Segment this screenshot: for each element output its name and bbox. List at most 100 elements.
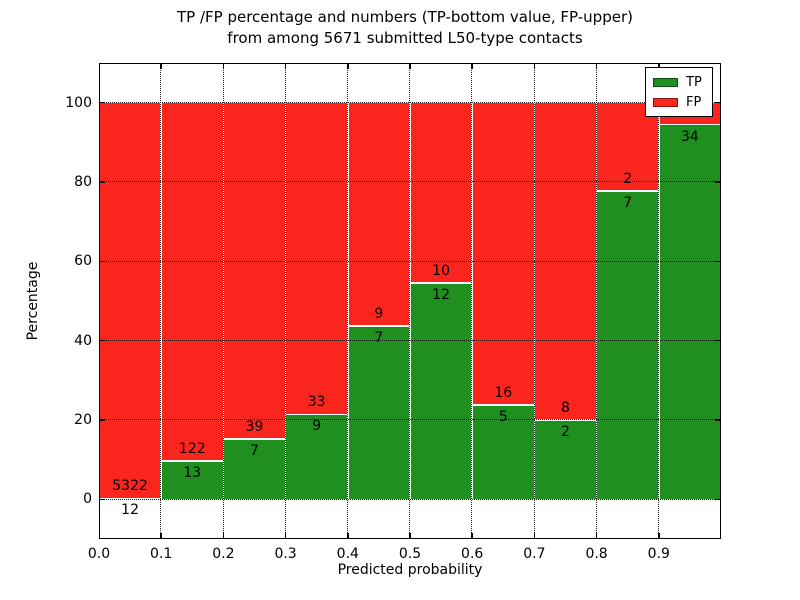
tp-count-label: 7 [623,194,633,211]
x-tick-label: 0.4 [336,546,359,562]
y-tick-right [715,260,721,263]
fp-count-label: 2 [623,170,633,187]
bar-segment-divider [223,438,286,440]
y-tick-label: 0 [83,491,92,508]
bar-tp-segment [658,124,721,500]
y-tick-label: 60 [74,253,92,270]
v-gridline [160,63,162,539]
x-tick-bottom [222,533,225,539]
y-tick-label: 40 [74,332,92,349]
bar-tp-segment [472,404,535,500]
bar-segment-divider [285,413,348,416]
x-axis-label: Predicted probability [337,562,483,578]
bar-fp-segment [410,102,473,283]
x-tick-label: 0.9 [647,546,670,562]
x-tick-label: 0.0 [87,546,111,562]
legend-entry: FP [653,92,705,112]
y-tick-left [99,419,105,421]
x-tick-top [658,63,660,69]
fp-legend-swatch [653,97,678,107]
x-tick-label: 0.3 [274,546,297,562]
bar-tp-segment [285,414,348,500]
x-tick-bottom [533,533,536,539]
bar-tp-segment [161,461,224,500]
x-tick-top [284,63,287,69]
bar-fp-segment [472,102,535,405]
x-tick-label: 0.1 [150,546,173,562]
fp-count-label: 9 [374,305,384,322]
fp-count-label: 39 [245,418,264,435]
y-axis-label: Percentage [25,261,41,341]
bar-fp-segment [161,102,224,462]
x-tick-bottom [347,533,349,539]
fp-count-label: 5322 [112,478,148,495]
x-tick-top [409,63,411,69]
bar-tp-segment [347,325,410,500]
y-tick-right [715,419,721,421]
v-gridline [595,63,597,539]
x-tick-bottom [471,533,473,539]
tp-count-label: 34 [680,128,699,145]
fp-count-label: 33 [307,394,326,411]
x-tick-top [347,63,349,69]
tp-count-label: 12 [121,502,139,519]
tp-count-label: 12 [432,286,450,303]
y-tick-left [99,339,105,342]
plot-area: TP FP 5322 12 122 13 39 7 33 9 9 7 10 12 16 5 8 2 2 7 34 [99,63,721,539]
y-tick-label: 20 [74,412,92,428]
y-tick-label: 80 [74,174,92,190]
tp-count-label: 7 [374,329,384,346]
bar-segment-divider [658,123,721,126]
x-tick-top [595,63,598,69]
bar-segment-divider [596,190,659,192]
bar-segment-divider [99,497,162,500]
x-tick-bottom [284,533,287,539]
tp-legend-swatch [653,77,678,87]
y-tick-left [99,260,105,263]
bar-tp-segment [410,282,473,500]
x-tick-label: 0.8 [585,546,608,562]
v-gridline [347,63,348,539]
bar-segment-divider [161,460,224,462]
y-tick-right [715,181,721,183]
tp-count-label: 2 [561,424,570,440]
tp-count-label: 13 [183,465,202,482]
v-gridline [658,63,659,539]
x-tick-top [222,63,225,69]
x-tick-bottom [409,533,411,539]
x-tick-top [160,63,162,69]
y-tick-left [99,101,105,104]
y-tick-label: 100 [65,94,92,111]
fp-count-label: 10 [432,262,450,279]
x-tick-label: 0.5 [398,546,422,562]
x-tick-bottom [658,533,660,539]
chart-title-line2: from among 5671 submitted L50-type conta… [227,29,583,47]
v-gridline [533,63,535,539]
tp-count-label: 9 [312,418,322,435]
y-tick-right [715,498,721,501]
v-gridline [409,63,411,539]
y-tick-left [99,181,105,183]
bar-fp-segment [596,102,659,191]
legend: TP FP [645,67,713,117]
bar-tp-segment [223,438,286,500]
v-gridline [222,63,224,539]
chart-title: TP /FP percentage and numbers (TP-bottom… [94,7,716,49]
x-tick-bottom [160,533,162,539]
chart-title-line1: TP /FP percentage and numbers (TP-bottom… [177,8,633,26]
bar-segment-divider [347,325,410,327]
x-tick-label: 0.2 [212,546,235,562]
bar-tp-segment [596,190,659,500]
fp-count-label: 8 [561,400,570,416]
y-tick-right [715,101,721,104]
x-tick-top [533,63,536,69]
fp-count-label: 122 [178,441,206,458]
bar-fp-segment [285,102,348,415]
v-gridline [284,63,286,539]
x-tick-bottom [595,533,598,539]
bar-segment-divider [472,404,535,406]
bar-fp-segment [223,102,286,439]
y-tick-left [99,498,105,501]
bar-fp-segment [347,102,410,326]
